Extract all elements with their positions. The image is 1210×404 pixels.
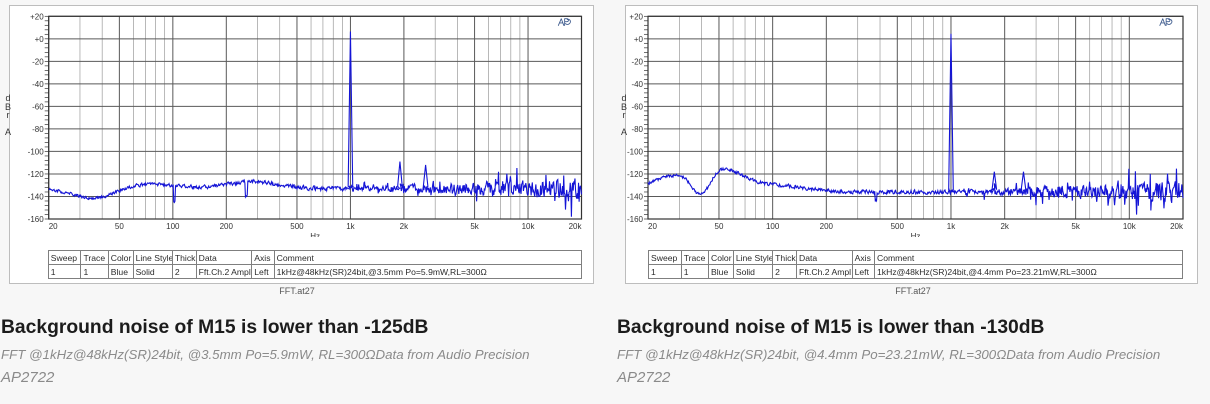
svg-text:200: 200 <box>820 222 834 231</box>
svg-text:20: 20 <box>49 222 58 231</box>
svg-text:Hz: Hz <box>911 232 921 237</box>
svg-text:-100: -100 <box>627 147 644 156</box>
svg-text:2k: 2k <box>1000 222 1009 231</box>
svg-text:200: 200 <box>220 222 234 231</box>
svg-text:20k: 20k <box>1170 222 1184 231</box>
svg-text:-140: -140 <box>627 192 644 201</box>
svg-text:500: 500 <box>891 222 905 231</box>
svg-text:-140: -140 <box>28 192 45 201</box>
svg-text:5k: 5k <box>470 222 479 231</box>
svg-text:5k: 5k <box>1071 222 1080 231</box>
svg-text:-40: -40 <box>631 80 643 89</box>
svg-text:-60: -60 <box>631 102 643 111</box>
svg-text:+0: +0 <box>634 35 644 44</box>
svg-text:-40: -40 <box>32 80 44 89</box>
svg-text:-60: -60 <box>32 102 44 111</box>
svg-text:10k: 10k <box>522 222 536 231</box>
svg-text:10k: 10k <box>1123 222 1137 231</box>
svg-text:-160: -160 <box>627 215 644 224</box>
svg-text:-80: -80 <box>32 125 44 134</box>
svg-text:Hz: Hz <box>310 232 320 237</box>
svg-text:50: 50 <box>115 222 124 231</box>
svg-text:100: 100 <box>766 222 780 231</box>
svg-text:-100: -100 <box>28 147 45 156</box>
svg-text:-20: -20 <box>32 57 44 66</box>
svg-text:-120: -120 <box>627 170 644 179</box>
svg-text:100: 100 <box>166 222 180 231</box>
svg-text:1k: 1k <box>947 222 956 231</box>
svg-text:+20: +20 <box>30 12 44 21</box>
svg-text:2k: 2k <box>400 222 409 231</box>
svg-text:20k: 20k <box>569 222 583 231</box>
svg-text:-160: -160 <box>28 215 45 224</box>
svg-text:+0: +0 <box>35 35 45 44</box>
svg-text:+20: +20 <box>629 12 643 21</box>
svg-text:-80: -80 <box>631 125 643 134</box>
svg-text:-120: -120 <box>28 170 45 179</box>
svg-text:1k: 1k <box>346 222 355 231</box>
svg-text:500: 500 <box>290 222 304 231</box>
svg-text:20: 20 <box>648 222 657 231</box>
svg-text:50: 50 <box>715 222 724 231</box>
svg-text:-20: -20 <box>631 57 643 66</box>
